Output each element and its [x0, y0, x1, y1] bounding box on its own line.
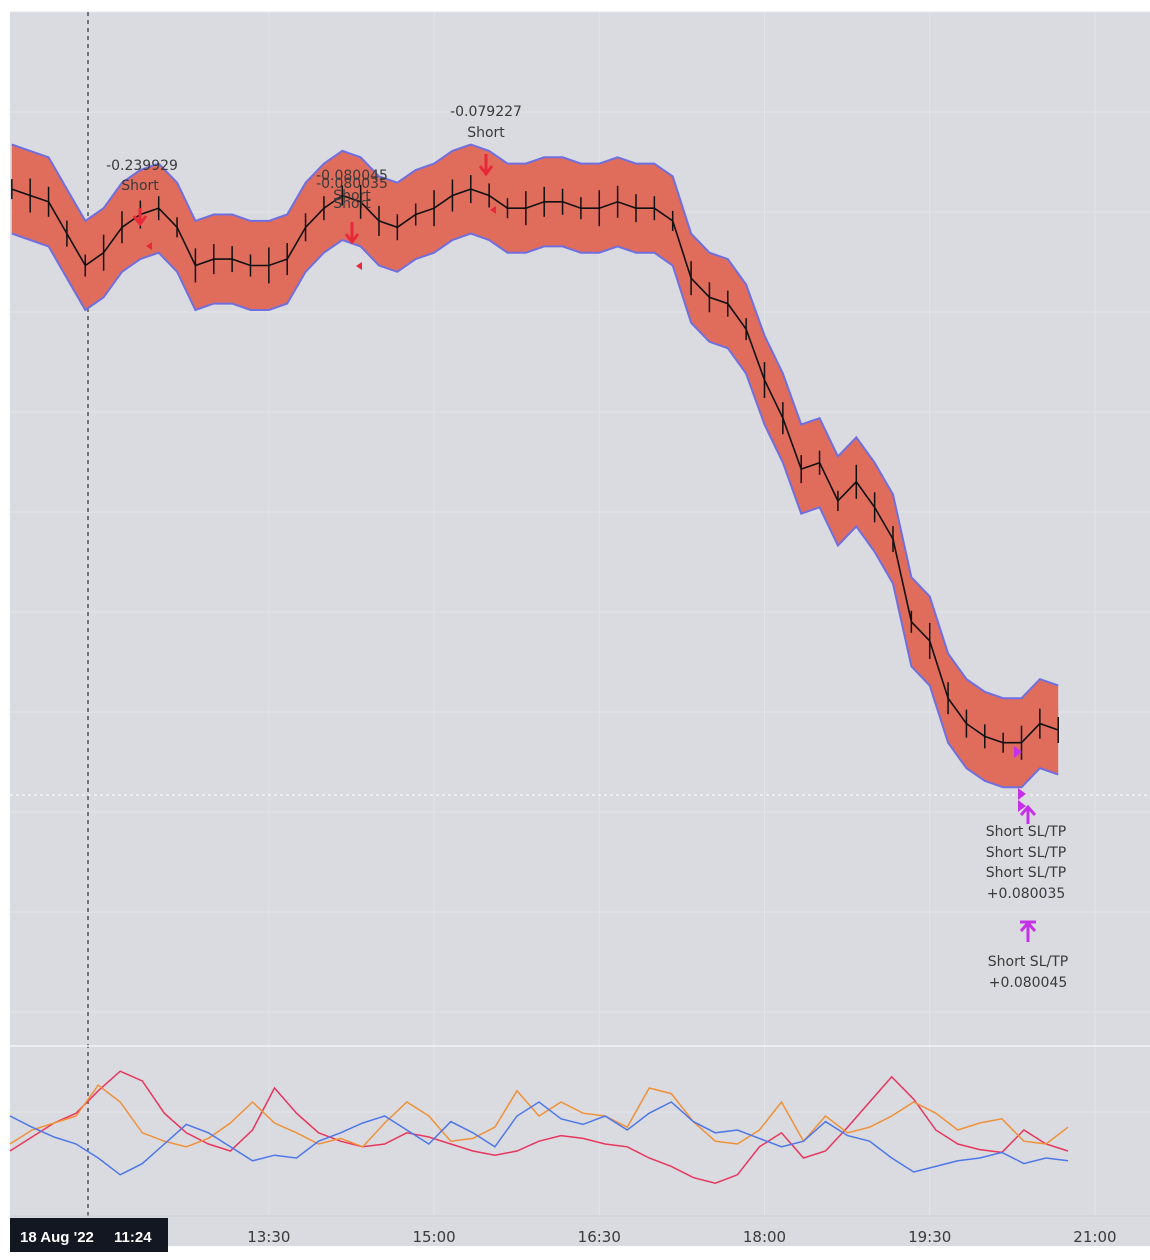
- exit-label-4: Short SL/TP: [988, 954, 1068, 970]
- band-fill: [11, 144, 1059, 788]
- short-arrow-3: [478, 154, 494, 177]
- exit-up-arrow-1: [1019, 804, 1037, 824]
- annotation-value-2: -0.080045: [316, 168, 388, 184]
- x-tick-label-5: 21:00: [1073, 1228, 1116, 1246]
- crosshair-time: 11:24: [114, 1229, 152, 1246]
- annotation-value-1: -0.239929: [106, 158, 178, 174]
- entry-marker-2: [356, 262, 362, 270]
- annotation-signal-3: Short: [333, 196, 371, 212]
- exit-label-1: Short SL/TP: [986, 824, 1066, 840]
- annotation-signal-4: Short: [467, 125, 505, 141]
- annotation-signal-2: Short: [333, 188, 371, 204]
- oscillator-orange: [9, 1084, 1069, 1148]
- band-upper-line: [11, 143, 1059, 700]
- exit-pnl-2: +0.080045: [989, 975, 1068, 991]
- x-tick-label-2: 16:30: [578, 1228, 621, 1246]
- entry-marker-1: [146, 242, 152, 250]
- annotation-value-3: -0.080035: [316, 176, 388, 192]
- annotation-signal-1: Short: [121, 178, 159, 194]
- exit-label-3: Short SL/TP: [986, 865, 1066, 881]
- trade-annotations: -0.239929 Short -0.080045 -0.080035 Shor…: [106, 104, 1068, 991]
- annotation-value-4: -0.079227: [450, 104, 522, 120]
- exit-marker-2: [1018, 788, 1026, 800]
- crosshair-date: 18 Aug '22: [20, 1229, 94, 1246]
- oscillator-blue: [9, 1101, 1069, 1176]
- short-arrow-2: [344, 222, 360, 245]
- x-tick-label-4: 19:30: [908, 1228, 951, 1246]
- exit-up-arrow-2: [1019, 920, 1037, 942]
- exit-marker-3: [1018, 800, 1026, 812]
- band-lower-line: [11, 232, 1059, 789]
- x-tick-label-1: 15:00: [412, 1228, 455, 1246]
- exit-label-2: Short SL/TP: [986, 845, 1066, 861]
- oscillator-pane: [9, 1070, 1069, 1184]
- x-tick-label-3: 18:00: [743, 1228, 786, 1246]
- price-pane: [11, 143, 1059, 789]
- x-axis: 13:30 15:00 16:30 18:00 19:30 21:00: [10, 1215, 1150, 1246]
- price-series: [11, 175, 1059, 760]
- short-arrow-1: [132, 208, 148, 227]
- x-tick-label-0: 13:30: [247, 1228, 290, 1246]
- crosshair-label-box: [10, 1218, 168, 1252]
- crosshair-time-label: 18 Aug '22 11:24: [10, 1218, 168, 1252]
- exit-marker-1: [1014, 746, 1022, 758]
- exit-pnl-1: +0.080035: [987, 886, 1066, 902]
- entry-marker-3: [490, 206, 496, 214]
- oscillator-red: [9, 1070, 1069, 1184]
- price-line: [11, 188, 1059, 744]
